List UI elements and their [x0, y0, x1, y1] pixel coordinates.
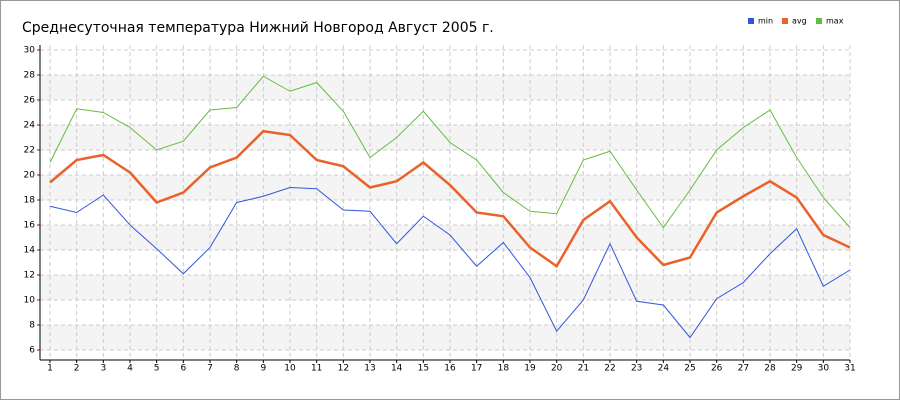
y-tick-label: 8	[29, 321, 35, 331]
y-tick-label: 24	[24, 121, 36, 131]
x-tick-label: 5	[154, 364, 160, 374]
band	[40, 175, 850, 200]
x-tick-label: 2	[74, 364, 80, 374]
y-tick-label: 22	[24, 146, 35, 156]
legend-label: min	[758, 17, 773, 26]
x-tick-label: 21	[578, 364, 589, 374]
x-tick-label: 7	[207, 364, 213, 374]
x-tick-label: 1	[47, 364, 53, 374]
band	[40, 325, 850, 350]
x-tick-label: 22	[604, 364, 615, 374]
x-tick-label: 8	[234, 364, 240, 374]
series-line	[49, 129, 851, 269]
legend-swatch	[748, 18, 754, 24]
y-tick-label: 20	[24, 171, 36, 181]
band	[40, 275, 850, 300]
x-tick-label: 18	[498, 364, 510, 374]
x-tick-label: 30	[818, 364, 830, 374]
band	[40, 75, 850, 100]
x-tick-label: 19	[524, 364, 536, 374]
x-tick-label: 24	[658, 364, 670, 374]
x-tick-label: 23	[631, 364, 642, 374]
x-tick-label: 4	[127, 364, 133, 374]
legend-label: avg	[792, 17, 807, 26]
x-tick-label: 14	[391, 364, 403, 374]
series-line	[49, 186, 851, 339]
series-line	[49, 75, 851, 229]
x-tick-label: 9	[260, 364, 266, 374]
legend-swatch	[816, 18, 822, 24]
y-tick-label: 6	[29, 346, 35, 356]
x-tick-label: 28	[764, 364, 776, 374]
y-tick-label: 18	[24, 196, 36, 206]
x-tick-label: 27	[738, 364, 749, 374]
y-tick-label: 14	[24, 246, 36, 256]
x-tick-label: 11	[311, 364, 322, 374]
x-tick-label: 31	[844, 364, 855, 374]
x-tick-label: 12	[338, 364, 349, 374]
legend-label: max	[826, 17, 844, 26]
y-tick-label: 28	[24, 71, 36, 81]
y-tick-label: 16	[24, 221, 36, 231]
x-tick-label: 29	[791, 364, 803, 374]
x-tick-label: 20	[551, 364, 563, 374]
band	[40, 225, 850, 250]
legend-swatch	[782, 18, 788, 24]
x-tick-label: 16	[444, 364, 456, 374]
y-tick-label: 10	[24, 296, 36, 306]
y-tick-label: 26	[24, 96, 36, 106]
x-tick-label: 15	[418, 364, 429, 374]
x-tick-label: 26	[711, 364, 723, 374]
x-tick-label: 6	[180, 364, 186, 374]
x-tick-label: 17	[471, 364, 482, 374]
chart-title: Среднесуточная температура Нижний Новгор…	[22, 20, 494, 36]
y-tick-label: 30	[24, 46, 36, 56]
y-tick-label: 12	[24, 271, 35, 281]
x-tick-label: 10	[284, 364, 296, 374]
x-tick-label: 25	[684, 364, 695, 374]
band	[40, 125, 850, 150]
x-tick-label: 13	[364, 364, 375, 374]
x-tick-label: 3	[100, 364, 106, 374]
